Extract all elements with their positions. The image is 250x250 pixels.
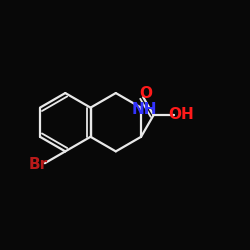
Text: OH: OH — [168, 107, 194, 122]
Text: NH: NH — [132, 102, 157, 117]
Text: O: O — [139, 86, 152, 101]
Text: Br: Br — [28, 157, 48, 172]
